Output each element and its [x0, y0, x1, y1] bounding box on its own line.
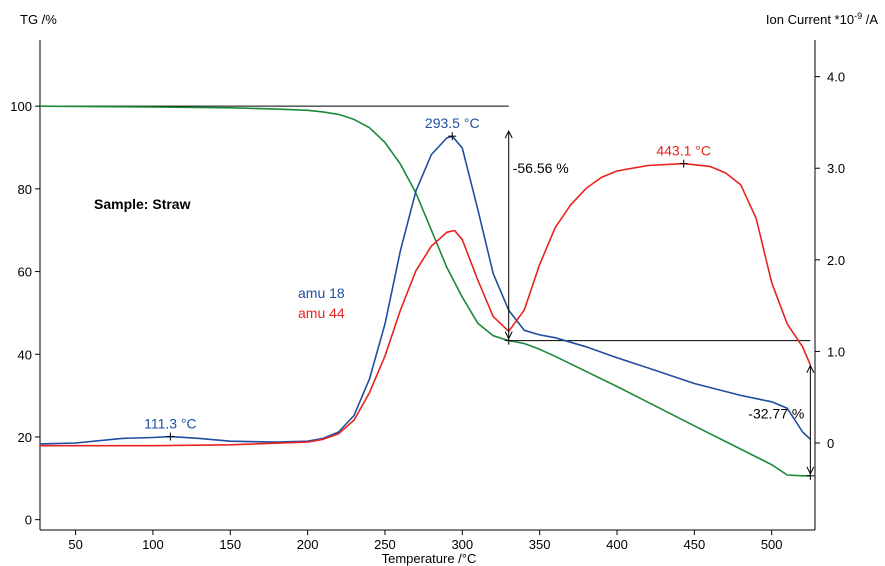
- y-left-tick-label-20: 20: [18, 430, 32, 445]
- x-tick-label-250: 250: [374, 537, 396, 552]
- mass-loss-label-4: -32.77 %: [748, 406, 804, 422]
- peak-label-0: 111.3 °C: [144, 416, 197, 432]
- y-right-tick-label-2: 2.0: [827, 253, 845, 268]
- mass-loss-arrowhead-top-3: [504, 130, 513, 139]
- peak-label-1: 293.5 °C: [425, 115, 480, 131]
- sample-label: Sample: Straw: [94, 196, 191, 212]
- mass-loss-arrowhead-top-4: [806, 364, 815, 373]
- x-tick-label-500: 500: [761, 537, 783, 552]
- y-right-tick-label-0: 0: [827, 436, 834, 451]
- x-tick-label-150: 150: [219, 537, 241, 552]
- y-left-tick-label-0: 0: [25, 513, 32, 528]
- amu-18-curve: [39, 135, 811, 445]
- y-left-tick-label-40: 40: [18, 347, 32, 362]
- annotations-group: 111.3 °C 293.5 °C 443.1 °C -56.56 % -32.77 %: [144, 115, 815, 480]
- x-tick-label-100: 100: [142, 537, 164, 552]
- y-axis-right-title-sup: -9: [854, 11, 862, 21]
- x-tick-label-300: 300: [451, 537, 473, 552]
- y-right-tick-label-3: 3.0: [827, 161, 845, 176]
- x-tick-label-350: 350: [529, 537, 551, 552]
- peak-label-2: 443.1 °C: [656, 143, 711, 159]
- x-tick-label-50: 50: [68, 537, 82, 552]
- legend-amu-44: amu 44: [298, 305, 345, 321]
- axes-group: 50 100 150 200 250 300 350 400 450 500 0 20 40 60 80 10…: [10, 40, 845, 552]
- legend-amu-18: amu 18: [298, 285, 345, 301]
- y-left-tick-label-60: 60: [18, 265, 32, 280]
- x-tick-label-200: 200: [297, 537, 319, 552]
- mass-loss-label-3: -56.56 %: [513, 160, 569, 176]
- reference-lines-group: [40, 105, 811, 342]
- y-left-tick-label-80: 80: [18, 182, 32, 197]
- y-axis-right-title: Ion Current *10-9 /A: [766, 11, 878, 27]
- tg-curve: [39, 105, 811, 477]
- y-right-tick-label-1: 1.0: [827, 344, 845, 359]
- x-tick-label-450: 450: [683, 537, 705, 552]
- y-axis-left-title: TG /%: [20, 12, 57, 27]
- x-tick-label-400: 400: [606, 537, 628, 552]
- x-axis-title: Temperature /°C: [382, 551, 477, 566]
- y-left-tick-label-100: 100: [10, 99, 32, 114]
- y-right-tick-label-4: 4.0: [827, 70, 845, 85]
